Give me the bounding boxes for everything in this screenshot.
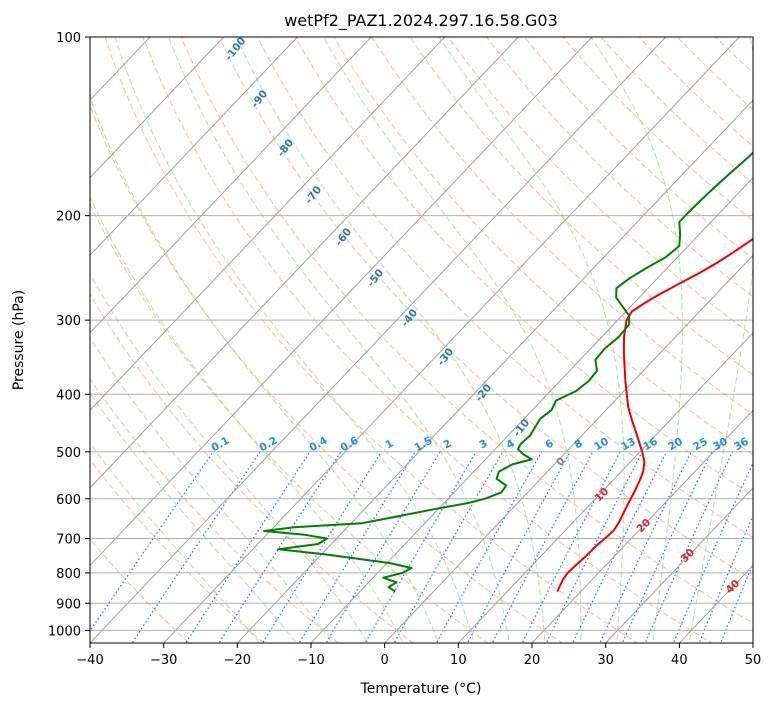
moist-adiabat bbox=[688, 37, 753, 643]
mixing-ratio-line bbox=[572, 451, 668, 643]
dry-adiabat bbox=[142, 37, 713, 643]
x-tick-label: 50 bbox=[745, 653, 762, 668]
mixing-ratio-line bbox=[90, 451, 214, 633]
moist-adiabat bbox=[90, 96, 440, 643]
moist-adiabat bbox=[235, 37, 546, 643]
mixing-ratio-line bbox=[466, 451, 571, 643]
mixing-ratio-line bbox=[218, 451, 342, 643]
moist-adiabat bbox=[114, 37, 475, 643]
mixing-ratio-line bbox=[131, 451, 261, 643]
chart-title: wetPf2_PAZ1.2024.297.16.58.G03 bbox=[284, 11, 558, 31]
dry-adiabat bbox=[90, 293, 414, 643]
isotherm bbox=[90, 37, 299, 257]
x-tick-label: −40 bbox=[76, 653, 103, 668]
isotherm bbox=[457, 332, 753, 643]
x-axis-title: Temperature (°C) bbox=[360, 681, 482, 697]
y-tick-label: 400 bbox=[56, 388, 81, 403]
isotherm bbox=[310, 177, 753, 643]
moist-adiabat bbox=[90, 336, 333, 643]
plot-background bbox=[90, 37, 753, 643]
isotherm bbox=[162, 37, 741, 643]
moist-adiabat bbox=[168, 37, 510, 643]
x-tick-label: 30 bbox=[597, 653, 614, 668]
dry-adiabat bbox=[180, 37, 753, 624]
plot-frame bbox=[89, 36, 754, 644]
isotherm bbox=[90, 37, 225, 179]
y-tick-label: 500 bbox=[56, 446, 81, 461]
isotherm bbox=[90, 37, 520, 489]
y-tick-label: 900 bbox=[56, 597, 81, 612]
mixing-ratio-line bbox=[298, 451, 416, 643]
y-tick-label: 200 bbox=[56, 210, 81, 225]
x-tick-label: −30 bbox=[150, 653, 177, 668]
mixing-ratio-line bbox=[364, 451, 477, 643]
mixing-ratio-line bbox=[435, 451, 543, 643]
sounding-profiles bbox=[263, 151, 753, 593]
y-axis-title: Pressure (hPa) bbox=[11, 290, 27, 390]
background-curves bbox=[90, 37, 753, 643]
moist-adiabat bbox=[90, 392, 297, 643]
mixing-ratio-line bbox=[545, 451, 643, 643]
dry-adiabat bbox=[90, 377, 340, 643]
x-tick-label: 0 bbox=[381, 653, 389, 668]
moist-adiabat bbox=[90, 272, 369, 643]
moist-adiabat bbox=[438, 37, 625, 643]
x-tick-label: −20 bbox=[224, 653, 251, 668]
moist-adiabat bbox=[90, 196, 404, 643]
moist-adiabat bbox=[90, 442, 261, 643]
x-tick-label: 20 bbox=[524, 653, 541, 668]
mixing-ratio-line bbox=[262, 451, 383, 643]
dry-adiabat bbox=[104, 37, 638, 643]
y-tick-label: 100 bbox=[56, 31, 81, 46]
y-tick-label: 300 bbox=[56, 314, 81, 329]
x-tick-label: 40 bbox=[671, 653, 688, 668]
dry-adiabat bbox=[371, 37, 753, 415]
grid-lines bbox=[90, 37, 753, 643]
isotherm bbox=[236, 99, 753, 643]
y-tick-label: 1000 bbox=[48, 624, 81, 639]
isotherm bbox=[383, 254, 753, 643]
isotherm bbox=[90, 37, 372, 334]
dry-adiabat bbox=[90, 458, 265, 643]
dry-adiabat bbox=[333, 37, 753, 456]
isotherm bbox=[90, 37, 446, 412]
isotherm bbox=[604, 487, 753, 643]
mixing-ratio-line bbox=[325, 451, 441, 643]
x-tick-label: 10 bbox=[450, 653, 467, 668]
y-tick-label: 600 bbox=[56, 493, 81, 508]
y-tick-label: 700 bbox=[56, 533, 81, 548]
dry-adiabat bbox=[90, 104, 564, 643]
axes: −40 −30 −20 −10 0 10 20 30 40 50 1000 900 800 700 600 5… bbox=[48, 31, 761, 668]
isotherm bbox=[531, 409, 753, 643]
mixing-ratio-line bbox=[599, 451, 692, 643]
mixing-ratio-line bbox=[621, 451, 713, 643]
dry-adiabat bbox=[295, 37, 753, 497]
dry-adiabat bbox=[218, 37, 753, 581]
dewpoint-line bbox=[263, 151, 753, 593]
y-tick-label: 800 bbox=[56, 567, 81, 582]
isotherm bbox=[90, 37, 667, 643]
mixing-ratio-line bbox=[185, 451, 311, 643]
isotherm bbox=[90, 37, 593, 567]
moist-adiabat bbox=[323, 37, 582, 643]
x-tick-label: −10 bbox=[297, 653, 324, 668]
temperature-line bbox=[556, 237, 753, 593]
dry-adiabat bbox=[90, 203, 489, 643]
